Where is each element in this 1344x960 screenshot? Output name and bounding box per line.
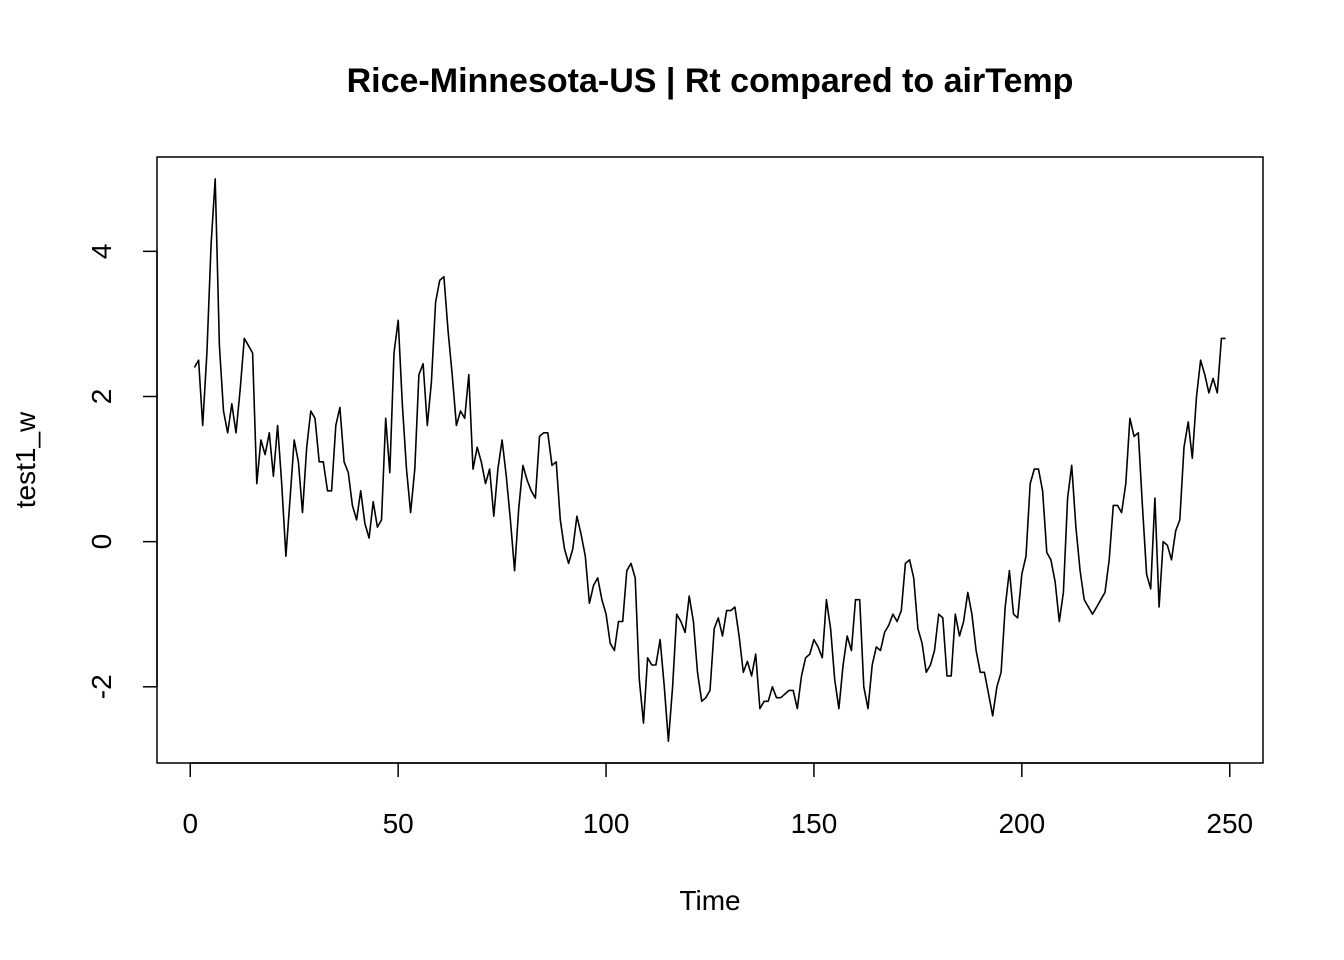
series-line bbox=[193, 178, 1226, 743]
y-tick-label: 2 bbox=[86, 389, 117, 405]
y-axis-label: test1_w bbox=[10, 411, 41, 508]
y-tick-label: 0 bbox=[86, 534, 117, 550]
x-axis: 0 50 100 150 200 250 bbox=[182, 762, 1253, 839]
x-tick-label: 100 bbox=[583, 808, 630, 839]
chart-title: Rice-Minnesota-US | Rt compared to airTe… bbox=[347, 62, 1074, 100]
y-axis: -2 0 2 4 bbox=[86, 244, 158, 699]
x-tick-label: 250 bbox=[1206, 808, 1253, 839]
y-tick-label: 4 bbox=[86, 244, 117, 260]
x-tick-label: 150 bbox=[791, 808, 838, 839]
x-axis-label: Time bbox=[679, 885, 740, 916]
x-tick-label: 50 bbox=[383, 808, 414, 839]
x-tick-label: 200 bbox=[998, 808, 1045, 839]
x-tick-label: 0 bbox=[182, 808, 198, 839]
plot-frame bbox=[156, 156, 1264, 764]
y-tick-label: -2 bbox=[86, 674, 117, 699]
